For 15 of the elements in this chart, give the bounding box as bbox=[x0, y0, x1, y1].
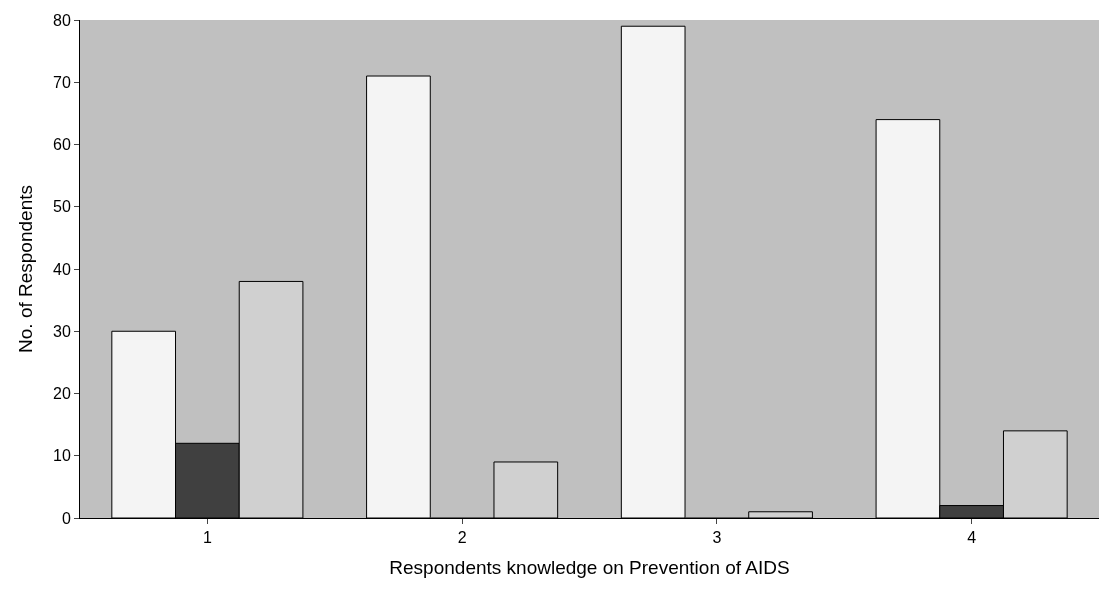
y-axis-title: No. of Respondents bbox=[14, 185, 36, 353]
y-tick-label: 60 bbox=[53, 136, 71, 154]
y-tick-label: 50 bbox=[53, 198, 71, 216]
x-tick-label: 2 bbox=[457, 529, 467, 547]
y-tick-label: 30 bbox=[53, 322, 71, 340]
x-axis-title: Respondents knowledge on Prevention of AIDS bbox=[389, 557, 790, 578]
y-tick-label: 0 bbox=[61, 509, 71, 527]
y-tick-label: 80 bbox=[53, 11, 71, 29]
x-tick-label: 4 bbox=[967, 529, 977, 547]
x-tick-label: 1 bbox=[202, 529, 212, 547]
y-tick-label: 70 bbox=[53, 73, 71, 91]
y-tick-label: 20 bbox=[53, 385, 71, 403]
y-tick-label: 10 bbox=[53, 447, 71, 465]
y-tick-label: 40 bbox=[53, 260, 71, 278]
x-tick-label: 3 bbox=[712, 529, 722, 547]
